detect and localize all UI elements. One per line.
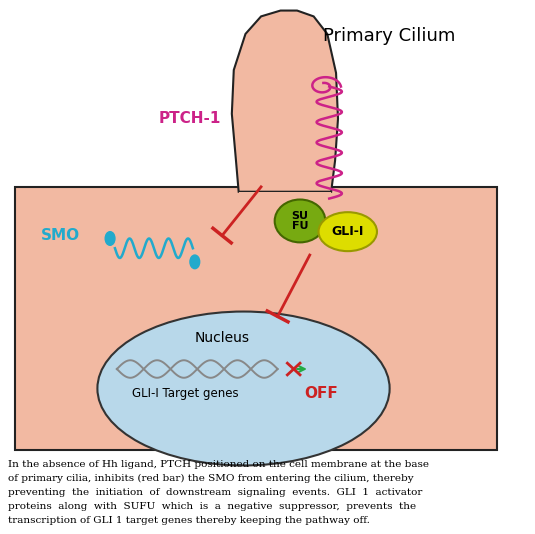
Ellipse shape — [97, 311, 389, 466]
Text: SU
FU: SU FU — [292, 210, 309, 231]
Text: transcription of GLI 1 target genes thereby keeping the pathway off.: transcription of GLI 1 target genes ther… — [8, 516, 370, 525]
Text: preventing  the  initiation  of  downstream  signaling  events.  GLI  1  activat: preventing the initiation of downstream … — [8, 488, 422, 497]
Polygon shape — [232, 11, 338, 192]
Text: Nucleus: Nucleus — [195, 331, 250, 345]
Text: Primary Cilium: Primary Cilium — [324, 27, 456, 45]
Text: OFF: OFF — [304, 386, 338, 401]
Text: proteins  along  with  SUFU  which  is  a  negative  suppressor,  prevents  the: proteins along with SUFU which is a nega… — [8, 502, 416, 511]
Ellipse shape — [274, 200, 325, 242]
Polygon shape — [239, 192, 331, 197]
Ellipse shape — [318, 212, 377, 251]
Ellipse shape — [105, 232, 115, 245]
Text: GLI-I: GLI-I — [332, 225, 364, 238]
Ellipse shape — [190, 255, 200, 269]
Text: of primary cilia, inhibits (red bar) the SMO from entering the cilium, thereby: of primary cilia, inhibits (red bar) the… — [8, 474, 414, 483]
Text: In the absence of Hh ligand, PTCH positioned on the cell membrane at the base: In the absence of Hh ligand, PTCH positi… — [8, 460, 429, 469]
Text: SMO: SMO — [41, 228, 80, 243]
Text: GLI-I Target genes: GLI-I Target genes — [132, 387, 239, 400]
Text: PTCH-1: PTCH-1 — [159, 111, 221, 126]
FancyBboxPatch shape — [14, 187, 497, 450]
